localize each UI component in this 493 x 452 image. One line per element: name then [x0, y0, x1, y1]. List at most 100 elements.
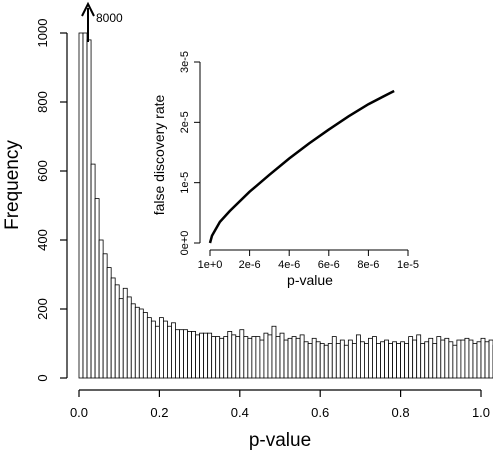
- histogram-bar: [271, 325, 277, 379]
- histogram-bar: [368, 337, 373, 379]
- histogram-bar: [231, 334, 237, 379]
- inset-x-tick-label: 4e-6: [278, 259, 300, 271]
- y-axis-title: Frequency: [2, 140, 23, 230]
- x-tick-label: 0.0: [70, 405, 88, 420]
- histogram-bar: [175, 329, 180, 379]
- histogram-bar: [82, 32, 88, 379]
- x-tick-label: 0.2: [150, 405, 168, 420]
- histogram-bar: [472, 343, 478, 379]
- histogram-bar: [207, 332, 213, 379]
- histogram-bar: [90, 163, 96, 379]
- histogram-bar: [315, 341, 321, 379]
- inset-x-tick-label: 1e-5: [397, 259, 419, 271]
- x-tick-label: 0.4: [231, 405, 249, 420]
- histogram-bar: [110, 277, 116, 379]
- inset-y-tick-label: 2e-5: [179, 111, 191, 133]
- inset-x-tick-label: 1e+0: [198, 259, 223, 271]
- histogram-bar: [299, 334, 305, 379]
- fdr-curve: [208, 89, 395, 244]
- histogram-bar: [94, 198, 100, 379]
- overflow-arrow-head: [81, 1, 95, 17]
- histogram-bar: [476, 341, 482, 379]
- histogram-bar: [223, 336, 229, 379]
- x-tick-label: 0.6: [311, 405, 329, 420]
- histogram-bar: [456, 339, 462, 379]
- histogram-bar: [163, 320, 168, 379]
- histogram-bar: [251, 336, 257, 379]
- histogram-bar: [263, 332, 269, 379]
- histogram-bar: [106, 267, 112, 379]
- histogram-bar: [380, 341, 385, 379]
- histogram-bar: [440, 339, 446, 379]
- histogram-bar: [448, 341, 454, 379]
- histogram-bar: [114, 284, 120, 379]
- y-tick-label: 600: [35, 160, 50, 182]
- histogram-bar: [191, 331, 196, 379]
- histogram-bar: [400, 341, 406, 379]
- histogram-bar: [130, 303, 136, 379]
- histogram-bar: [388, 343, 393, 379]
- histogram-bar: [351, 343, 357, 379]
- histogram-bar: [219, 337, 225, 379]
- histogram-bar: [464, 337, 470, 379]
- histogram-bar: [138, 308, 144, 379]
- histogram-bar: [460, 339, 466, 379]
- histogram-bar: [267, 334, 273, 379]
- histogram-bar: [327, 343, 333, 379]
- histogram-bar: [347, 339, 353, 379]
- histogram-bar: [484, 341, 490, 379]
- histogram-bar: [335, 343, 341, 379]
- histogram-bar: [255, 336, 261, 379]
- histogram-bar: [480, 337, 486, 379]
- histogram-bar: [227, 331, 233, 379]
- histogram-bar: [287, 337, 293, 379]
- histogram-bar: [420, 343, 426, 379]
- inset-y-tick-label: 3e-5: [179, 51, 191, 73]
- histogram-bar: [126, 296, 132, 379]
- histogram-bar: [408, 336, 414, 379]
- inset-axes: 1e+0 2e-6 4e-6 6e-6 8e-6 1e-5 0e+0 1e-5 2e-5 3e-5: [179, 51, 419, 271]
- histogram-bar: [452, 344, 458, 379]
- histogram-bar: [307, 343, 313, 379]
- histogram-bar: [259, 339, 265, 379]
- histogram-bar: [187, 331, 192, 379]
- histogram-bar: [195, 334, 201, 379]
- histogram-bar: [247, 337, 253, 379]
- x-tick-label: 0.8: [392, 405, 410, 420]
- histogram-bar: [199, 332, 205, 379]
- histogram-bar: [142, 312, 148, 379]
- histogram-bar: [203, 332, 209, 379]
- histogram-bar: [323, 344, 329, 379]
- histogram-bar: [468, 339, 474, 379]
- histogram-bar: [428, 337, 434, 379]
- histogram-bar: [444, 337, 450, 379]
- histogram-bar: [384, 339, 389, 379]
- y-tick-label: 400: [35, 229, 50, 251]
- histogram-bar: [243, 336, 249, 379]
- histogram-bar: [359, 341, 365, 379]
- histogram-bar: [283, 339, 289, 379]
- x-axis-title: p-value: [249, 430, 311, 451]
- histogram-bar: [122, 287, 128, 379]
- y-tick-label: 0: [35, 374, 50, 381]
- histogram-bar: [179, 329, 184, 379]
- histogram-bar: [295, 337, 301, 379]
- histogram-bar: [102, 253, 108, 379]
- histogram-bar: [171, 322, 176, 379]
- inset-x-tick-label: 8e-6: [357, 259, 379, 271]
- histogram-bar: [150, 320, 156, 379]
- inset-x-axis-title: p-value: [287, 272, 333, 288]
- histogram-bar: [78, 32, 84, 379]
- inset-fdr-chart: 1e+0 2e-6 4e-6 6e-6 8e-6 1e-5 0e+0 1e-5 2e-5 3e-5…: [151, 51, 419, 288]
- histogram-bar: [158, 317, 164, 379]
- histogram-bar: [235, 336, 241, 379]
- histogram-bar: [311, 337, 317, 379]
- histogram-bar: [488, 339, 493, 379]
- histogram-bar: [412, 339, 418, 379]
- histogram-bars: [78, 32, 493, 379]
- main-axes: 0.0 0.2 0.4 0.6 0.8 1.0 0 200 400 600 800 1000: [35, 19, 490, 420]
- histogram-bar: [154, 325, 160, 379]
- histogram-bar: [392, 341, 397, 379]
